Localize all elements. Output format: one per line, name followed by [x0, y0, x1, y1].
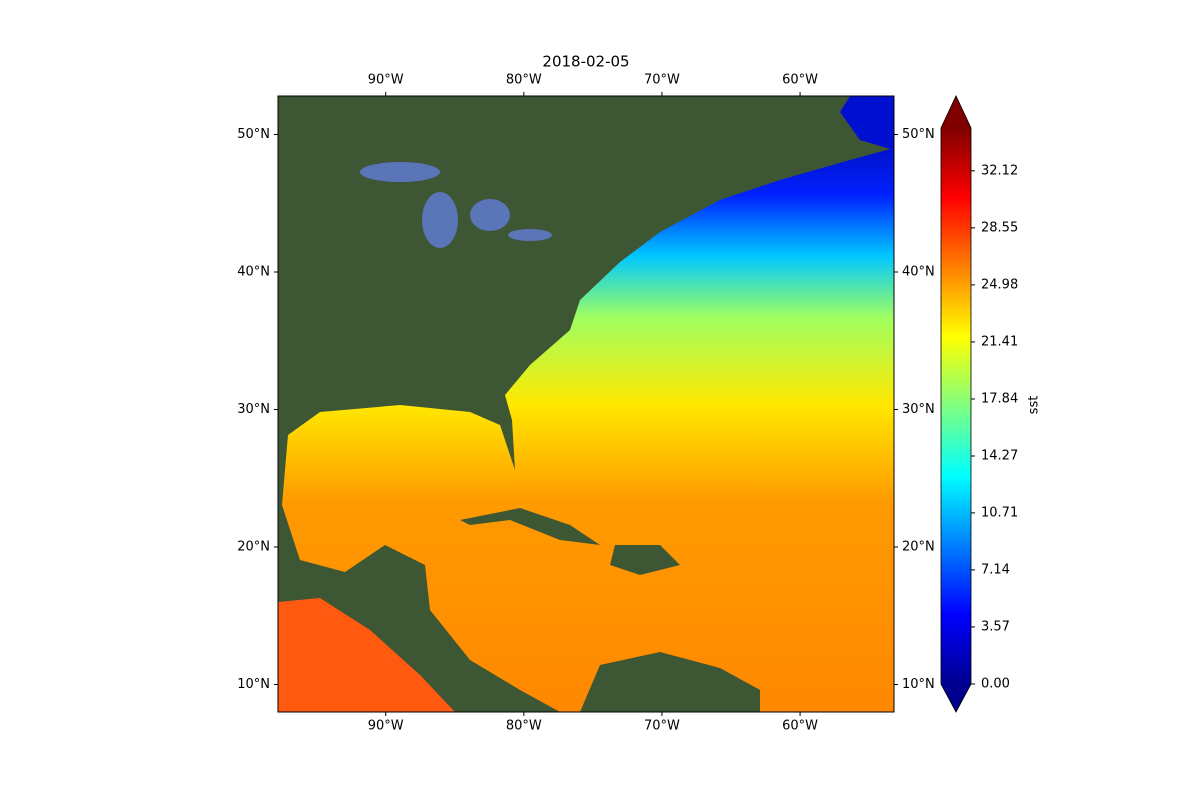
- colorbar-tick-label: 0.00: [981, 677, 1010, 692]
- colorbar-tick-label: 32.12: [981, 163, 1018, 178]
- y-tick-label: 20°N: [902, 540, 935, 555]
- map-frame: [277, 95, 895, 713]
- y-tick-label: 40°N: [902, 265, 935, 280]
- colorbar-label: sst: [1027, 396, 1042, 415]
- x-tick-label: 90°W: [368, 719, 404, 734]
- colorbar-tick-label: 14.27: [981, 449, 1018, 464]
- south-america: [580, 652, 760, 712]
- y-tick-label: 40°N: [237, 265, 270, 280]
- y-tick-label: 50°N: [902, 127, 935, 142]
- colorbar-extend-max: [941, 96, 971, 128]
- colorbar-tick-label: 28.55: [981, 220, 1018, 235]
- y-tick-label: 30°N: [237, 402, 270, 417]
- lake: [360, 162, 440, 182]
- y-tick-label: 50°N: [237, 127, 270, 142]
- x-tick-label: 60°W: [782, 719, 818, 734]
- ocean-sst: [282, 96, 894, 712]
- hispaniola: [610, 545, 680, 575]
- lake: [422, 192, 458, 248]
- colorbar-extend-min: [941, 684, 971, 712]
- x-tick-label: 60°W: [782, 73, 818, 88]
- colorbar-tick-label: 17.84: [981, 391, 1018, 406]
- y-tick-label: 10°N: [237, 677, 270, 692]
- map: [277, 95, 895, 713]
- x-tick-label: 70°W: [644, 73, 680, 88]
- lake: [508, 229, 552, 241]
- x-tick-label: 80°W: [506, 719, 542, 734]
- y-tick-label: 30°N: [902, 402, 935, 417]
- x-tick-label: 70°W: [644, 719, 680, 734]
- colorbar-tick-label: 10.71: [981, 505, 1018, 520]
- colorbar-tick-label: 21.41: [981, 334, 1018, 349]
- lake: [470, 199, 510, 231]
- colorbar-tick-label: 7.14: [981, 562, 1010, 577]
- ocean-north: [840, 96, 894, 150]
- chart-title: 2018-02-05: [542, 53, 629, 71]
- cuba: [460, 508, 600, 545]
- colorbar-tick-label: 3.57: [981, 619, 1010, 634]
- y-tick-label: 20°N: [237, 540, 270, 555]
- x-tick-label: 90°W: [368, 73, 404, 88]
- colorbar: [940, 95, 972, 713]
- colorbar-gradient: [941, 128, 971, 684]
- colorbar-tick-label: 24.98: [981, 277, 1018, 292]
- y-tick-label: 10°N: [902, 677, 935, 692]
- pacific-sst: [278, 598, 455, 712]
- x-tick-label: 80°W: [506, 73, 542, 88]
